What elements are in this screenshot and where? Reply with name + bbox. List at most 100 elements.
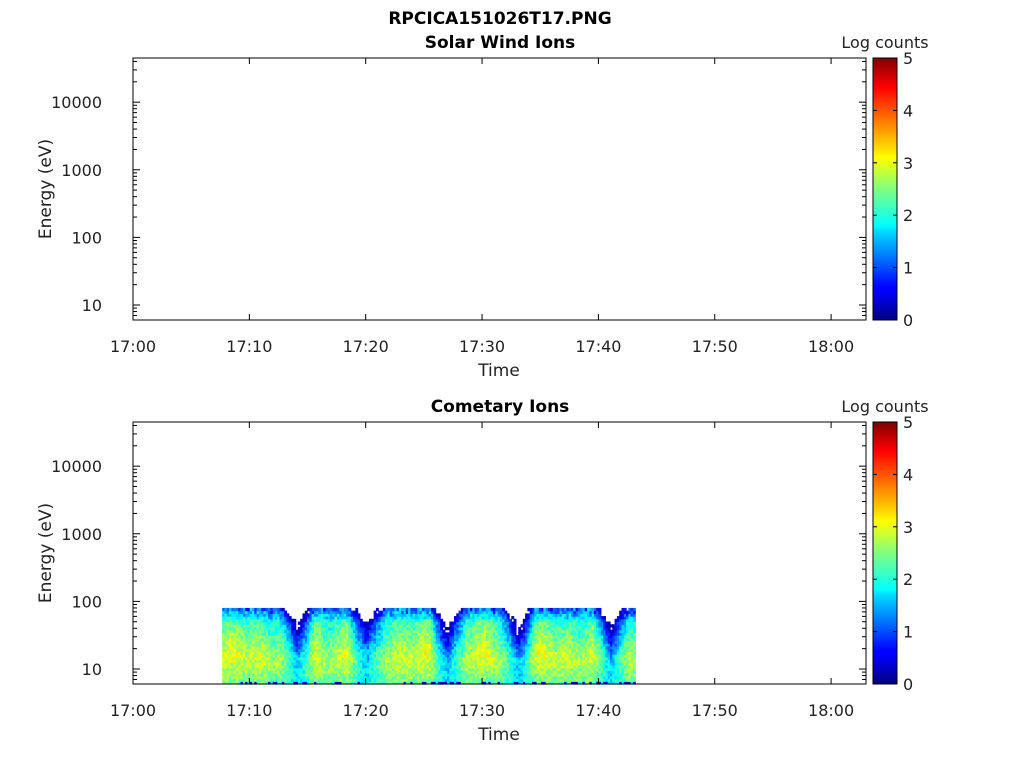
- heatmap-cell: [566, 662, 570, 666]
- heatmap-cell: [575, 616, 579, 620]
- heatmap-cell: [410, 659, 414, 663]
- heatmap-cell: [403, 651, 407, 655]
- heatmap-cell: [433, 618, 437, 623]
- heatmap-cell: [465, 637, 469, 642]
- heatmap-cell: [518, 659, 522, 663]
- heatmap-cell: [591, 681, 595, 685]
- heatmap-cell: [272, 648, 276, 653]
- heatmap-cell: [605, 626, 609, 631]
- heatmap-cell: [481, 637, 485, 642]
- heatmap-cell: [621, 621, 625, 625]
- heatmap-cell: [433, 664, 437, 669]
- heatmap-cell: [630, 664, 634, 669]
- heatmap-cell: [387, 662, 391, 666]
- heatmap-cell: [490, 662, 494, 666]
- heatmap-cell: [495, 670, 499, 674]
- heatmap-cell: [323, 673, 327, 677]
- heatmap-cell: [442, 629, 446, 633]
- heatmap-cell: [596, 664, 600, 669]
- heatmap-cell: [609, 659, 613, 663]
- heatmap-cell: [456, 651, 460, 655]
- heatmap-cell: [261, 640, 265, 644]
- heatmap-cell: [417, 648, 421, 653]
- heatmap-cell: [447, 645, 450, 650]
- heatmap-cell: [332, 645, 336, 650]
- heatmap-cell: [233, 662, 237, 666]
- heatmap-cell: [286, 613, 290, 617]
- heatmap-cell: [343, 656, 347, 661]
- heatmap-cell: [621, 629, 625, 633]
- heatmap-cell: [261, 648, 265, 653]
- heatmap-cell: [238, 643, 242, 647]
- heatmap-cell: [573, 673, 577, 677]
- heatmap-cell: [235, 681, 239, 685]
- heatmap-cell: [414, 635, 418, 639]
- heatmap-cell: [545, 670, 549, 674]
- heatmap-cell: [247, 624, 251, 628]
- heatmap-cell: [511, 667, 515, 672]
- heatmap-cell: [417, 621, 421, 625]
- heatmap-cell: [527, 656, 531, 661]
- heatmap-cell: [318, 670, 322, 674]
- heatmap-cell: [222, 607, 226, 612]
- heatmap-cell: [609, 667, 613, 672]
- heatmap-cell: [320, 632, 324, 636]
- heatmap-cell: [499, 656, 503, 661]
- heatmap-cell: [534, 637, 538, 642]
- heatmap-cell: [463, 621, 467, 625]
- heatmap-cell: [350, 616, 354, 620]
- heatmap-cell: [284, 616, 288, 620]
- heatmap-cell: [330, 662, 333, 666]
- heatmap-cell: [559, 681, 563, 685]
- heatmap-cell: [609, 635, 613, 639]
- heatmap-cell: [341, 610, 345, 614]
- heatmap-cell: [398, 681, 402, 685]
- heatmap-cell: [490, 635, 494, 639]
- heatmap-cell: [229, 656, 232, 661]
- heatmap-cell: [623, 613, 627, 617]
- heatmap-cell: [428, 673, 432, 677]
- heatmap-cell: [357, 640, 361, 644]
- heatmap-cell: [628, 643, 632, 647]
- heatmap-cell: [316, 654, 320, 658]
- heatmap-cell: [488, 673, 492, 677]
- heatmap-cell: [538, 618, 542, 623]
- heatmap-cell: [573, 648, 577, 653]
- heatmap-cell: [541, 681, 545, 685]
- heatmap-cell: [554, 678, 558, 682]
- heatmap-cell: [307, 643, 310, 647]
- heatmap-cell: [375, 629, 379, 633]
- heatmap-cell: [570, 618, 574, 623]
- heatmap-cell: [451, 678, 455, 682]
- heatmap-cell: [421, 659, 425, 663]
- heatmap-cell: [474, 618, 478, 623]
- heatmap-cell: [272, 621, 276, 625]
- heatmap-cell: [483, 662, 487, 666]
- heatmap-cell: [591, 626, 595, 631]
- heatmap-cell: [382, 624, 386, 628]
- heatmap-cell: [499, 618, 503, 623]
- heatmap-cell: [403, 624, 407, 628]
- heatmap-cell: [573, 678, 577, 682]
- heatmap-cell: [534, 616, 538, 620]
- heatmap-cell: [442, 645, 446, 650]
- heatmap-cell: [332, 629, 336, 633]
- heatmap-cell: [300, 648, 304, 653]
- heatmap-cell: [350, 618, 354, 623]
- heatmap-cell: [570, 645, 574, 650]
- heatmap-cell: [316, 670, 320, 674]
- heatmap-cell: [247, 613, 251, 617]
- heatmap-cell: [297, 629, 301, 633]
- heatmap-cell: [612, 675, 616, 680]
- heatmap-cell: [281, 659, 285, 663]
- heatmap-cell: [626, 624, 629, 628]
- heatmap-cell: [318, 662, 322, 666]
- heatmap-cell: [286, 681, 290, 685]
- heatmap-cell: [582, 635, 586, 639]
- heatmap-cell: [222, 637, 226, 642]
- heatmap-cell: [398, 678, 402, 682]
- heatmap-cell: [630, 659, 634, 663]
- heatmap-cell: [573, 654, 577, 658]
- heatmap-cell: [552, 681, 556, 685]
- heatmap-cell: [412, 656, 416, 661]
